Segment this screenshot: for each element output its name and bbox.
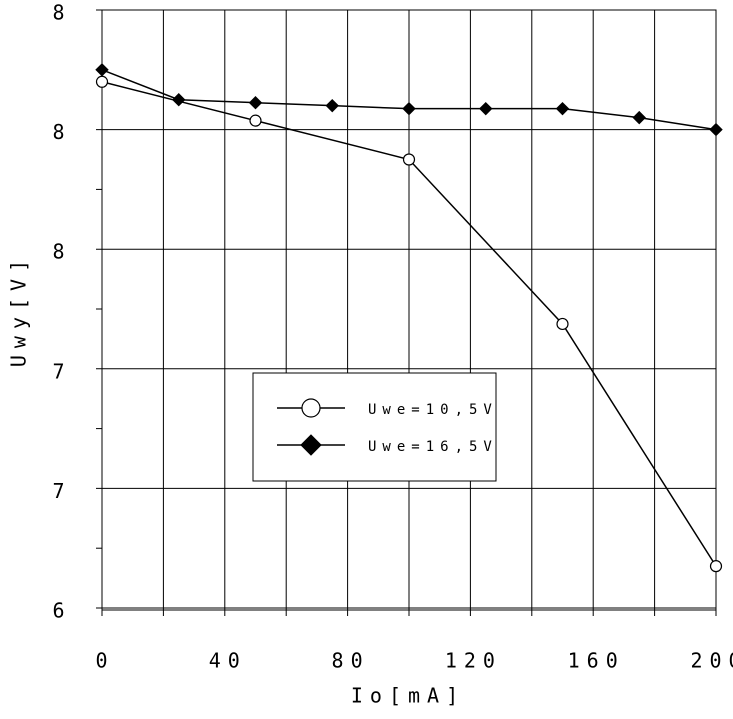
x-tick-label: 160 (568, 649, 625, 673)
marker (95, 63, 109, 77)
y-tick-label: 7 (52, 359, 71, 383)
marker (248, 95, 263, 110)
y-tick-label: 8 (52, 240, 71, 264)
y-tick-label: 8 (52, 120, 71, 144)
x-tick-label: 80 (332, 649, 370, 673)
legend-marker (301, 398, 321, 418)
legend-label: Uwe=16,5V (368, 439, 498, 455)
legend: Uwe=10,5V Uwe=16,5V (252, 372, 498, 482)
marker (325, 98, 339, 113)
marker (402, 153, 416, 166)
legend-label: Uwe=10,5V (368, 402, 498, 418)
legend-marker (300, 434, 322, 456)
y-tick-label: 8 (52, 1, 71, 25)
marker (556, 317, 569, 331)
marker (709, 560, 723, 573)
marker (95, 75, 109, 88)
marker (249, 114, 262, 127)
x-tick-label: 120 (445, 649, 502, 673)
x-tick-label: 0 (95, 649, 114, 673)
x-tick-label: 200 (690, 649, 733, 673)
marker (709, 122, 723, 137)
marker (172, 92, 186, 107)
y-tick-label: 6 (52, 599, 71, 623)
y-axis-label: Uwy[V] (7, 253, 31, 367)
marker (402, 101, 416, 116)
marker (479, 101, 493, 116)
marker (555, 101, 570, 116)
x-axis-label: Io[mA] (351, 684, 465, 708)
x-tick-label: 40 (209, 649, 247, 673)
y-tick-label: 7 (52, 479, 71, 503)
legend-box (252, 372, 497, 482)
marker (632, 110, 646, 125)
